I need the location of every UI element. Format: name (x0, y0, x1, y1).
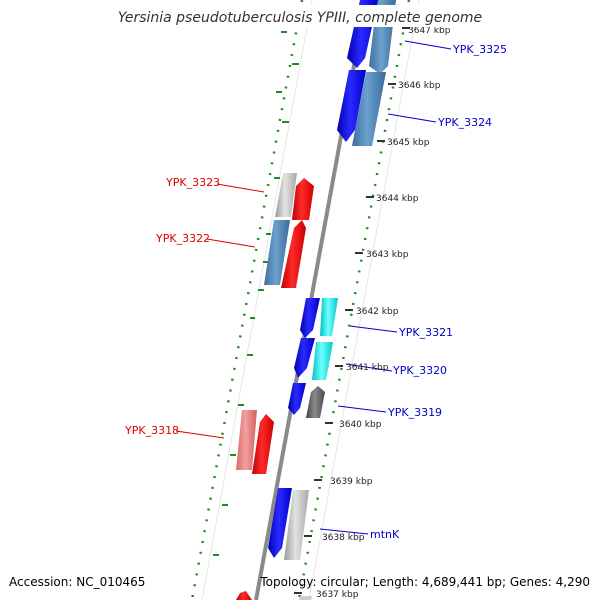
title-backdrop (118, 5, 486, 27)
label-leaders (175, 40, 452, 535)
gene-label-mtnk[interactable]: mtnK (370, 528, 400, 541)
gene-ypk-3323[interactable] (275, 173, 297, 217)
tick-label-3638: 3638 kbp (322, 533, 365, 543)
tick-label-3637: 3637 kbp (316, 590, 359, 600)
tick-label-3641: 3641 kbp (346, 363, 389, 373)
tick-label-3644: 3644 kbp (376, 194, 419, 204)
track-edge-left (201, 0, 313, 600)
gene-red-top[interactable] (292, 178, 314, 220)
gene-mtnk[interactable] (284, 490, 309, 560)
tick-label-3645: 3645 kbp (387, 138, 430, 148)
map-title: Yersinia pseudotuberculosis YPIII, compl… (118, 10, 482, 26)
gene-label-ypk-3320[interactable]: YPK_3320 (392, 364, 447, 377)
track-edge-right (308, 0, 420, 600)
gene-label-ypk-3321[interactable]: YPK_3321 (398, 326, 453, 339)
gene-red-lower[interactable] (281, 220, 306, 288)
tick-label-3643: 3643 kbp (366, 250, 409, 260)
gene-blue-mtnk[interactable] (268, 488, 292, 558)
tick-label-3639: 3639 kbp (330, 477, 373, 487)
gene-ypk-3321[interactable] (320, 298, 338, 336)
gene-blue-3319[interactable] (288, 383, 306, 415)
gene-blue-3320a[interactable] (294, 338, 315, 378)
gene-ypk-3320[interactable] (312, 342, 333, 380)
gene-gray-bottom[interactable] (299, 596, 312, 600)
gene-label-ypk-3318[interactable]: YPK_3318 (124, 424, 179, 437)
tick-label-3640: 3640 kbp (339, 420, 382, 430)
gene-label-ypk-3324[interactable]: YPK_3324 (437, 116, 492, 129)
gene-label-ypk-3322[interactable]: YPK_3322 (155, 232, 210, 245)
gene-label-ypk-3323[interactable]: YPK_3323 (165, 176, 220, 189)
tick-label-3647: 3647 kbp (408, 26, 451, 36)
gene-red-bottom[interactable] (236, 591, 252, 600)
tick-label-3642: 3642 kbp (356, 307, 399, 317)
gene-blue-b[interactable] (337, 70, 366, 142)
ruler-ticks (294, 27, 410, 594)
gene-blue-3321a[interactable] (300, 298, 320, 338)
accession-text: Accession: NC_010465 (9, 575, 145, 589)
gene-label-ypk-3325[interactable]: YPK_3325 (452, 43, 507, 56)
gene-ypk-3319[interactable] (306, 386, 325, 418)
gene-label-ypk-3319[interactable]: YPK_3319 (387, 406, 442, 419)
topology-text: Topology: circular; Length: 4,689,441 bp… (259, 575, 590, 589)
gc-skew-marks (213, 31, 299, 556)
tick-label-3646: 3646 kbp (398, 81, 441, 91)
gene-ypk-3322[interactable] (264, 220, 290, 285)
gene-ypk-3318[interactable] (252, 414, 274, 474)
gene-ypk-3318-pink[interactable] (236, 410, 257, 470)
gene-ypk-3324[interactable] (352, 72, 386, 146)
